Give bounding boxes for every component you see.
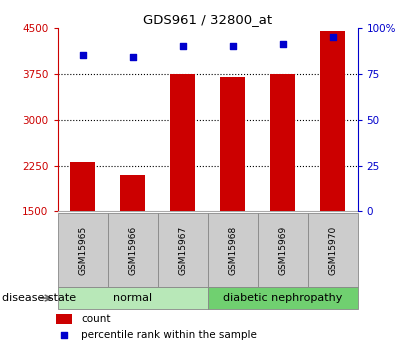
Text: disease state: disease state [2, 293, 76, 303]
Point [79, 52, 86, 58]
Bar [208, 287, 358, 309]
Bar [220, 77, 245, 211]
Bar [320, 31, 345, 211]
Point [329, 34, 336, 40]
Bar [170, 73, 195, 211]
Bar [120, 175, 145, 211]
Point [279, 41, 286, 47]
Bar [70, 162, 95, 211]
Bar [157, 213, 208, 287]
Bar [270, 73, 295, 211]
Text: diabetic nephropathy: diabetic nephropathy [223, 293, 342, 303]
Text: percentile rank within the sample: percentile rank within the sample [81, 330, 257, 340]
Bar [58, 287, 208, 309]
Text: GSM15966: GSM15966 [128, 226, 137, 275]
Point [229, 43, 236, 49]
Bar [56, 314, 72, 324]
Bar [258, 213, 307, 287]
Point [60, 332, 67, 337]
Text: count: count [81, 314, 111, 324]
Text: GSM15969: GSM15969 [278, 226, 287, 275]
Bar [58, 213, 108, 287]
Text: GSM15970: GSM15970 [328, 226, 337, 275]
Bar [108, 213, 157, 287]
Text: GSM15967: GSM15967 [178, 226, 187, 275]
Text: GSM15968: GSM15968 [228, 226, 237, 275]
Point [129, 54, 136, 60]
Bar [307, 213, 358, 287]
Text: normal: normal [113, 293, 152, 303]
Point [179, 43, 186, 49]
Title: GDS961 / 32800_at: GDS961 / 32800_at [143, 13, 272, 27]
Bar [208, 213, 258, 287]
Text: GSM15965: GSM15965 [78, 226, 87, 275]
